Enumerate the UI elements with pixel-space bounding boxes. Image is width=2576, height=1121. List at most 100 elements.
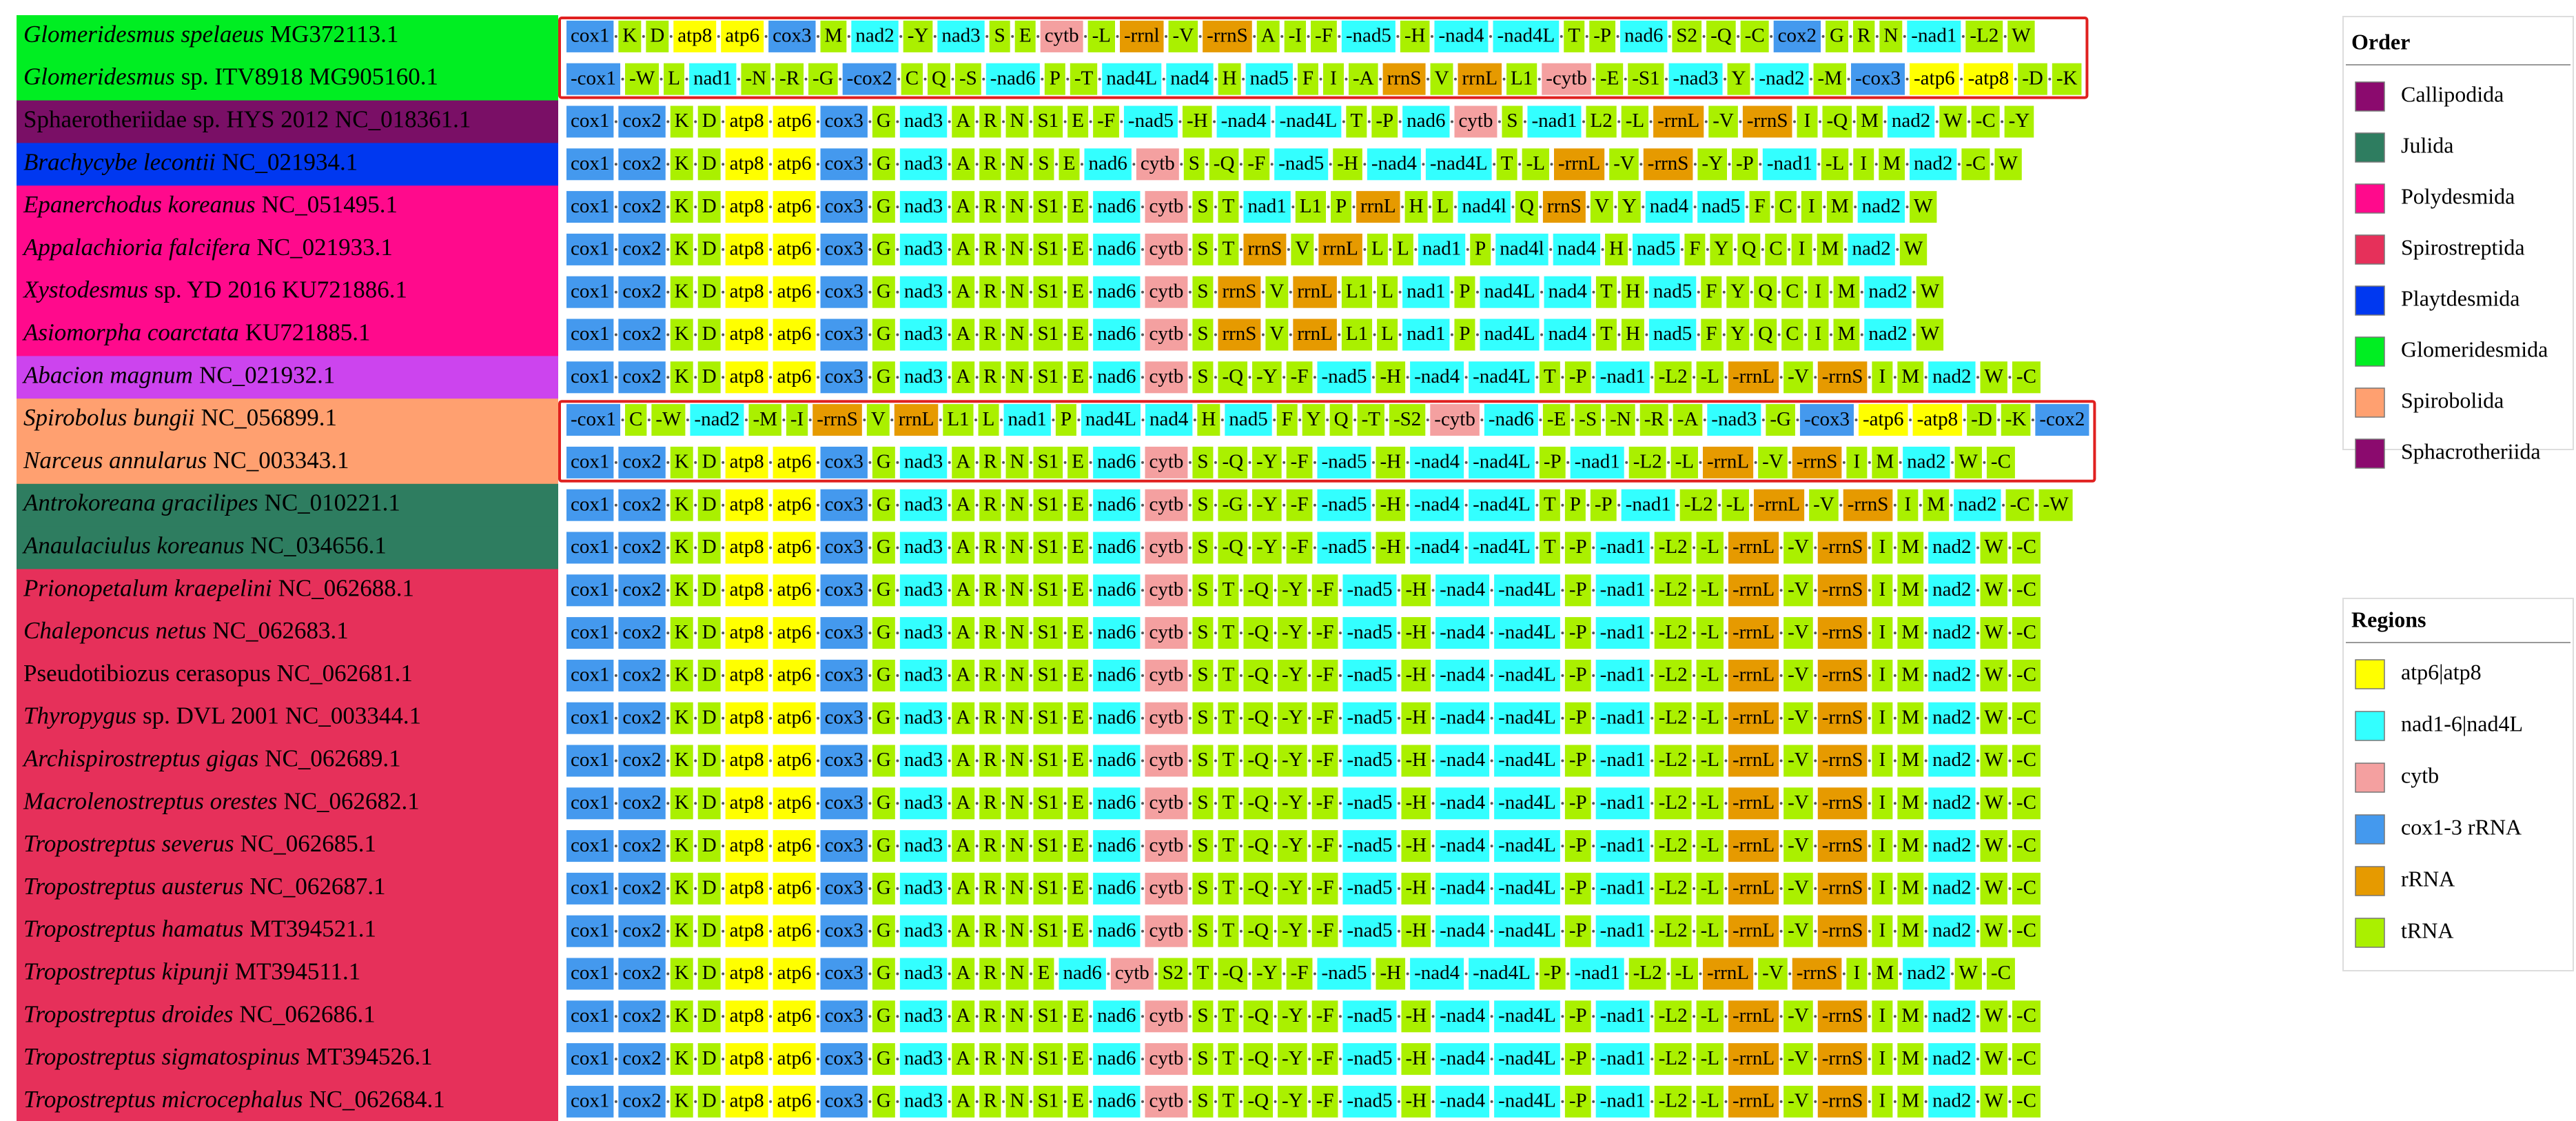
separator-dot — [1893, 802, 1897, 805]
separator-dot — [1779, 674, 1783, 677]
gene-cell — [1418, 233, 1466, 265]
gene-cell — [1183, 148, 1205, 181]
gene-cell — [899, 191, 948, 223]
separator-dot — [868, 248, 872, 251]
gene-label: -rrnS — [1822, 578, 1863, 600]
separator-dot — [1704, 120, 1708, 123]
separator-dot — [694, 674, 697, 677]
gene-label: -V — [1788, 791, 1809, 814]
gene-label: nad2 — [1932, 536, 1971, 558]
separator-dot — [1002, 632, 1005, 635]
separator-dot — [1852, 120, 1856, 123]
gene-label: -A — [1677, 408, 1699, 430]
gene-label: -H — [1404, 25, 1426, 47]
gene-label: A — [956, 877, 970, 899]
gene-cell — [1192, 319, 1214, 351]
gene-label: -rrnS — [1822, 834, 1863, 856]
gene-label: G — [877, 877, 891, 899]
gene-label: -nad5 — [1278, 152, 1324, 174]
separator-dot — [1239, 759, 1243, 763]
gene-label: nad5 — [1653, 280, 1692, 302]
gene-label: L1 — [1346, 280, 1368, 302]
separator-dot — [1693, 887, 1696, 890]
gene-label: -Q — [1222, 962, 1243, 984]
separator-dot — [621, 418, 624, 422]
gene-label: -K — [2005, 408, 2027, 430]
gene-cell — [566, 105, 614, 138]
separator-dot — [1214, 802, 1217, 805]
separator-dot — [1818, 120, 1821, 123]
gene-cell — [1120, 20, 1164, 52]
gene-label: nad3 — [904, 1004, 943, 1027]
separator-dot — [1308, 632, 1311, 635]
gene-label: D — [702, 1004, 717, 1027]
gene-label: cytb — [1149, 749, 1184, 771]
gene-label: -R — [779, 67, 800, 89]
separator-dot — [1490, 674, 1493, 677]
separator-dot — [1063, 759, 1067, 763]
gene-cell — [1341, 20, 1396, 52]
gene-label: R — [983, 195, 997, 217]
separator-dot — [1693, 632, 1696, 635]
gene-label: I — [1905, 493, 1912, 515]
gene-label: -nad1 — [1600, 664, 1646, 686]
separator-dot — [1063, 205, 1067, 209]
gene-label: cox1 — [571, 536, 609, 558]
accession: NC_056899.1 — [201, 404, 337, 431]
separator-dot — [1561, 887, 1564, 890]
gene-cell — [1542, 191, 1586, 223]
gene-cell — [1458, 191, 1511, 223]
separator-dot — [1326, 418, 1329, 422]
separator-dot — [1814, 589, 1817, 592]
separator-dot — [722, 972, 725, 976]
separator-dot — [666, 120, 670, 123]
legend-label: Glomeridesmida — [2401, 336, 2548, 361]
gene-cell — [1826, 20, 1848, 52]
gene-label: W — [1985, 365, 2004, 387]
accession: NC_051495.1 — [262, 191, 398, 218]
gene-label: cox1 — [571, 493, 609, 515]
separator-dot — [1464, 503, 1468, 507]
separator-dot — [982, 77, 985, 81]
gene-cell — [1775, 191, 1797, 223]
gene-cell — [2007, 20, 2035, 52]
gene-cell — [1621, 105, 1649, 138]
separator-dot — [1367, 120, 1371, 123]
separator-dot — [1141, 503, 1144, 507]
gene-cell — [842, 63, 897, 95]
gene-cell — [1605, 233, 1628, 265]
separator-dot — [666, 503, 670, 507]
gene-label: -L2 — [1659, 664, 1688, 686]
gene-label: cox2 — [622, 791, 661, 814]
separator-dot — [1450, 290, 1453, 294]
separator-dot — [868, 887, 872, 890]
gene-label: V — [1295, 238, 1309, 260]
separator-dot — [868, 845, 872, 848]
gene-cell — [1589, 20, 1616, 52]
gene-label: -nad4L — [1498, 621, 1556, 643]
separator-dot — [1535, 503, 1539, 507]
separator-dot — [1353, 418, 1357, 422]
gene-label: nad4 — [1149, 408, 1189, 430]
gene-label: K — [675, 834, 689, 856]
separator-dot — [1308, 674, 1311, 677]
gene-cell — [2004, 105, 2034, 138]
separator-dot — [1274, 1058, 1277, 1061]
separator-dot — [1338, 632, 1342, 635]
separator-dot — [1188, 887, 1192, 890]
gene-label: -S2 — [1393, 408, 1421, 430]
gene-cell — [979, 233, 1001, 265]
species-name: Tropostreptus hamatus — [23, 916, 243, 942]
gene-label: cox2 — [622, 238, 661, 260]
separator-dot — [1699, 972, 1702, 976]
separator-dot — [1214, 248, 1217, 251]
separator-dot — [1214, 546, 1217, 549]
separator-dot — [1089, 887, 1092, 890]
gene-label: H — [1409, 195, 1424, 217]
separator-dot — [1242, 77, 1245, 81]
gene-label: -V — [1788, 664, 1809, 686]
separator-dot — [1830, 290, 1833, 294]
gene-cell — [1916, 276, 1944, 308]
gene-label: F — [1689, 238, 1700, 260]
